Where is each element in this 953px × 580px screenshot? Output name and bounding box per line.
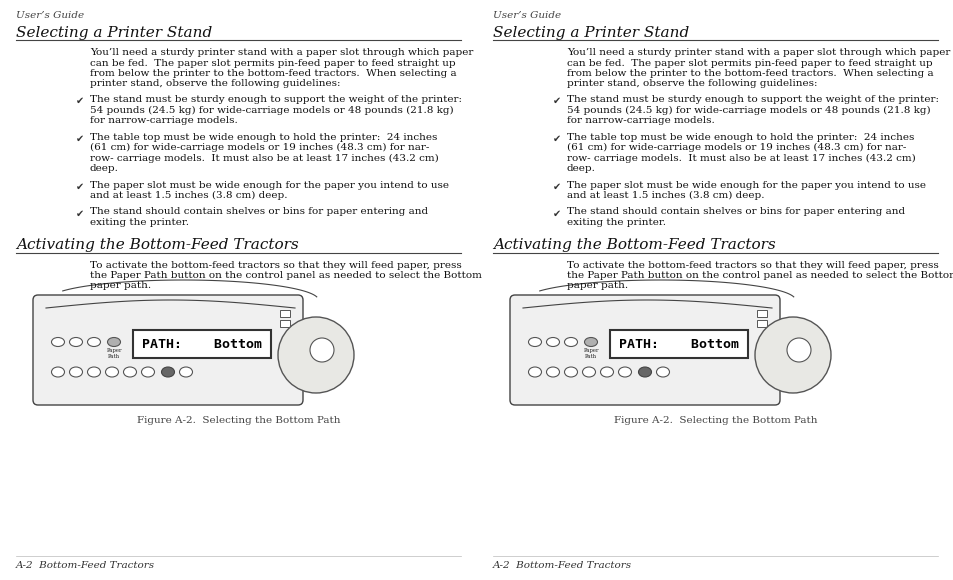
FancyBboxPatch shape: [33, 295, 303, 405]
Text: The paper slot must be wide enough for the paper you intend to use: The paper slot must be wide enough for t…: [90, 180, 449, 190]
Text: the Paper Path button on the control panel as needed to select the Bottom: the Paper Path button on the control pan…: [90, 271, 481, 280]
Text: can be fed.  The paper slot permits pin-feed paper to feed straight up: can be fed. The paper slot permits pin-f…: [90, 59, 456, 67]
Text: and at least 1.5 inches (3.8 cm) deep.: and at least 1.5 inches (3.8 cm) deep.: [566, 191, 763, 200]
Text: row- carriage models.  It must also be at least 17 inches (43.2 cm): row- carriage models. It must also be at…: [90, 154, 438, 162]
Text: ✔: ✔: [553, 96, 560, 106]
Text: ✔: ✔: [76, 208, 84, 219]
Text: PATH:    Bottom: PATH: Bottom: [618, 338, 739, 350]
Circle shape: [786, 338, 810, 362]
Text: The stand must be sturdy enough to support the weight of the printer:: The stand must be sturdy enough to suppo…: [566, 95, 938, 104]
Text: The table top must be wide enough to hold the printer:  24 inches: The table top must be wide enough to hol…: [90, 132, 436, 142]
Ellipse shape: [564, 338, 577, 346]
Text: can be fed.  The paper slot permits pin-feed paper to feed straight up: can be fed. The paper slot permits pin-f…: [566, 59, 932, 67]
Text: row- carriage models.  It must also be at least 17 inches (43.2 cm): row- carriage models. It must also be at…: [566, 154, 915, 162]
Ellipse shape: [70, 367, 82, 377]
Text: User’s Guide: User’s Guide: [16, 11, 84, 20]
Ellipse shape: [638, 367, 651, 377]
Text: A-2  Bottom-Feed Tractors: A-2 Bottom-Feed Tractors: [16, 561, 155, 570]
Text: ✔: ✔: [76, 182, 84, 191]
Text: deep.: deep.: [90, 164, 119, 173]
Text: ✔: ✔: [553, 182, 560, 191]
Text: paper path.: paper path.: [90, 281, 151, 291]
Bar: [280, 310, 290, 317]
Text: To activate the bottom-feed tractors so that they will feed paper, press: To activate the bottom-feed tractors so …: [566, 260, 938, 270]
Text: exiting the printer.: exiting the printer.: [90, 218, 189, 227]
Ellipse shape: [528, 367, 541, 377]
Ellipse shape: [70, 338, 82, 346]
Text: paper path.: paper path.: [566, 281, 627, 291]
Text: (61 cm) for wide-carriage models or 19 inches (48.3 cm) for nar-: (61 cm) for wide-carriage models or 19 i…: [566, 143, 905, 152]
Ellipse shape: [106, 367, 118, 377]
FancyBboxPatch shape: [510, 295, 780, 405]
Bar: [609, 330, 747, 358]
Text: Figure A-2.  Selecting the Bottom Path: Figure A-2. Selecting the Bottom Path: [613, 416, 817, 425]
Text: The table top must be wide enough to hold the printer:  24 inches: The table top must be wide enough to hol…: [566, 132, 913, 142]
Ellipse shape: [546, 367, 558, 377]
Ellipse shape: [599, 367, 613, 377]
Bar: [132, 330, 271, 358]
Text: deep.: deep.: [566, 164, 596, 173]
Text: Figure A-2.  Selecting the Bottom Path: Figure A-2. Selecting the Bottom Path: [136, 416, 340, 425]
Text: Activating the Bottom-Feed Tractors: Activating the Bottom-Feed Tractors: [493, 238, 775, 252]
Text: The stand must be sturdy enough to support the weight of the printer:: The stand must be sturdy enough to suppo…: [90, 95, 461, 104]
Ellipse shape: [51, 367, 65, 377]
Text: To activate the bottom-feed tractors so that they will feed paper, press: To activate the bottom-feed tractors so …: [90, 260, 461, 270]
Ellipse shape: [141, 367, 154, 377]
Text: and at least 1.5 inches (3.8 cm) deep.: and at least 1.5 inches (3.8 cm) deep.: [90, 191, 287, 200]
Text: 54 pounds (24.5 kg) for wide-carriage models or 48 pounds (21.8 kg): 54 pounds (24.5 kg) for wide-carriage mo…: [90, 106, 453, 115]
Circle shape: [310, 338, 334, 362]
Text: The stand should contain shelves or bins for paper entering and: The stand should contain shelves or bins…: [90, 208, 428, 216]
Text: 54 pounds (24.5 kg) for wide-carriage models or 48 pounds (21.8 kg): 54 pounds (24.5 kg) for wide-carriage mo…: [566, 106, 929, 115]
Text: Selecting a Printer Stand: Selecting a Printer Stand: [16, 26, 212, 40]
Ellipse shape: [88, 367, 100, 377]
Text: from below the printer to the bottom-feed tractors.  When selecting a: from below the printer to the bottom-fee…: [566, 69, 933, 78]
Text: ✔: ✔: [76, 133, 84, 143]
Text: You’ll need a sturdy printer stand with a paper slot through which paper: You’ll need a sturdy printer stand with …: [90, 48, 473, 57]
Ellipse shape: [546, 338, 558, 346]
Text: for narrow-carriage models.: for narrow-carriage models.: [90, 116, 237, 125]
Text: the Paper Path button on the control panel as needed to select the Bottom: the Paper Path button on the control pan…: [566, 271, 953, 280]
Text: exiting the printer.: exiting the printer.: [566, 218, 665, 227]
Circle shape: [754, 317, 830, 393]
Text: printer stand, observe the following guidelines:: printer stand, observe the following gui…: [90, 79, 340, 89]
Ellipse shape: [88, 338, 100, 346]
Ellipse shape: [108, 338, 120, 346]
Text: for narrow-carriage models.: for narrow-carriage models.: [566, 116, 714, 125]
Ellipse shape: [123, 367, 136, 377]
Ellipse shape: [51, 338, 65, 346]
Text: You’ll need a sturdy printer stand with a paper slot through which paper: You’ll need a sturdy printer stand with …: [566, 48, 949, 57]
Ellipse shape: [656, 367, 669, 377]
Ellipse shape: [161, 367, 174, 377]
Text: The stand should contain shelves or bins for paper entering and: The stand should contain shelves or bins…: [566, 208, 904, 216]
Ellipse shape: [584, 338, 597, 346]
Text: (61 cm) for wide-carriage models or 19 inches (48.3 cm) for nar-: (61 cm) for wide-carriage models or 19 i…: [90, 143, 429, 152]
Ellipse shape: [564, 367, 577, 377]
Text: ✔: ✔: [76, 96, 84, 106]
Text: Paper
Path: Paper Path: [106, 348, 122, 359]
Text: The paper slot must be wide enough for the paper you intend to use: The paper slot must be wide enough for t…: [566, 180, 925, 190]
Circle shape: [277, 317, 354, 393]
Bar: [280, 320, 290, 327]
Text: ✔: ✔: [553, 133, 560, 143]
Ellipse shape: [618, 367, 631, 377]
Ellipse shape: [582, 367, 595, 377]
Text: Paper
Path: Paper Path: [582, 348, 598, 359]
Text: A-2  Bottom-Feed Tractors: A-2 Bottom-Feed Tractors: [493, 561, 632, 570]
Text: printer stand, observe the following guidelines:: printer stand, observe the following gui…: [566, 79, 817, 89]
Text: PATH:    Bottom: PATH: Bottom: [142, 338, 262, 350]
Text: Activating the Bottom-Feed Tractors: Activating the Bottom-Feed Tractors: [16, 238, 298, 252]
Bar: [757, 320, 766, 327]
Text: Selecting a Printer Stand: Selecting a Printer Stand: [493, 26, 688, 40]
Text: from below the printer to the bottom-feed tractors.  When selecting a: from below the printer to the bottom-fee…: [90, 69, 456, 78]
Bar: [757, 310, 766, 317]
Ellipse shape: [179, 367, 193, 377]
Ellipse shape: [528, 338, 541, 346]
Text: User’s Guide: User’s Guide: [493, 11, 560, 20]
Text: ✔: ✔: [553, 208, 560, 219]
